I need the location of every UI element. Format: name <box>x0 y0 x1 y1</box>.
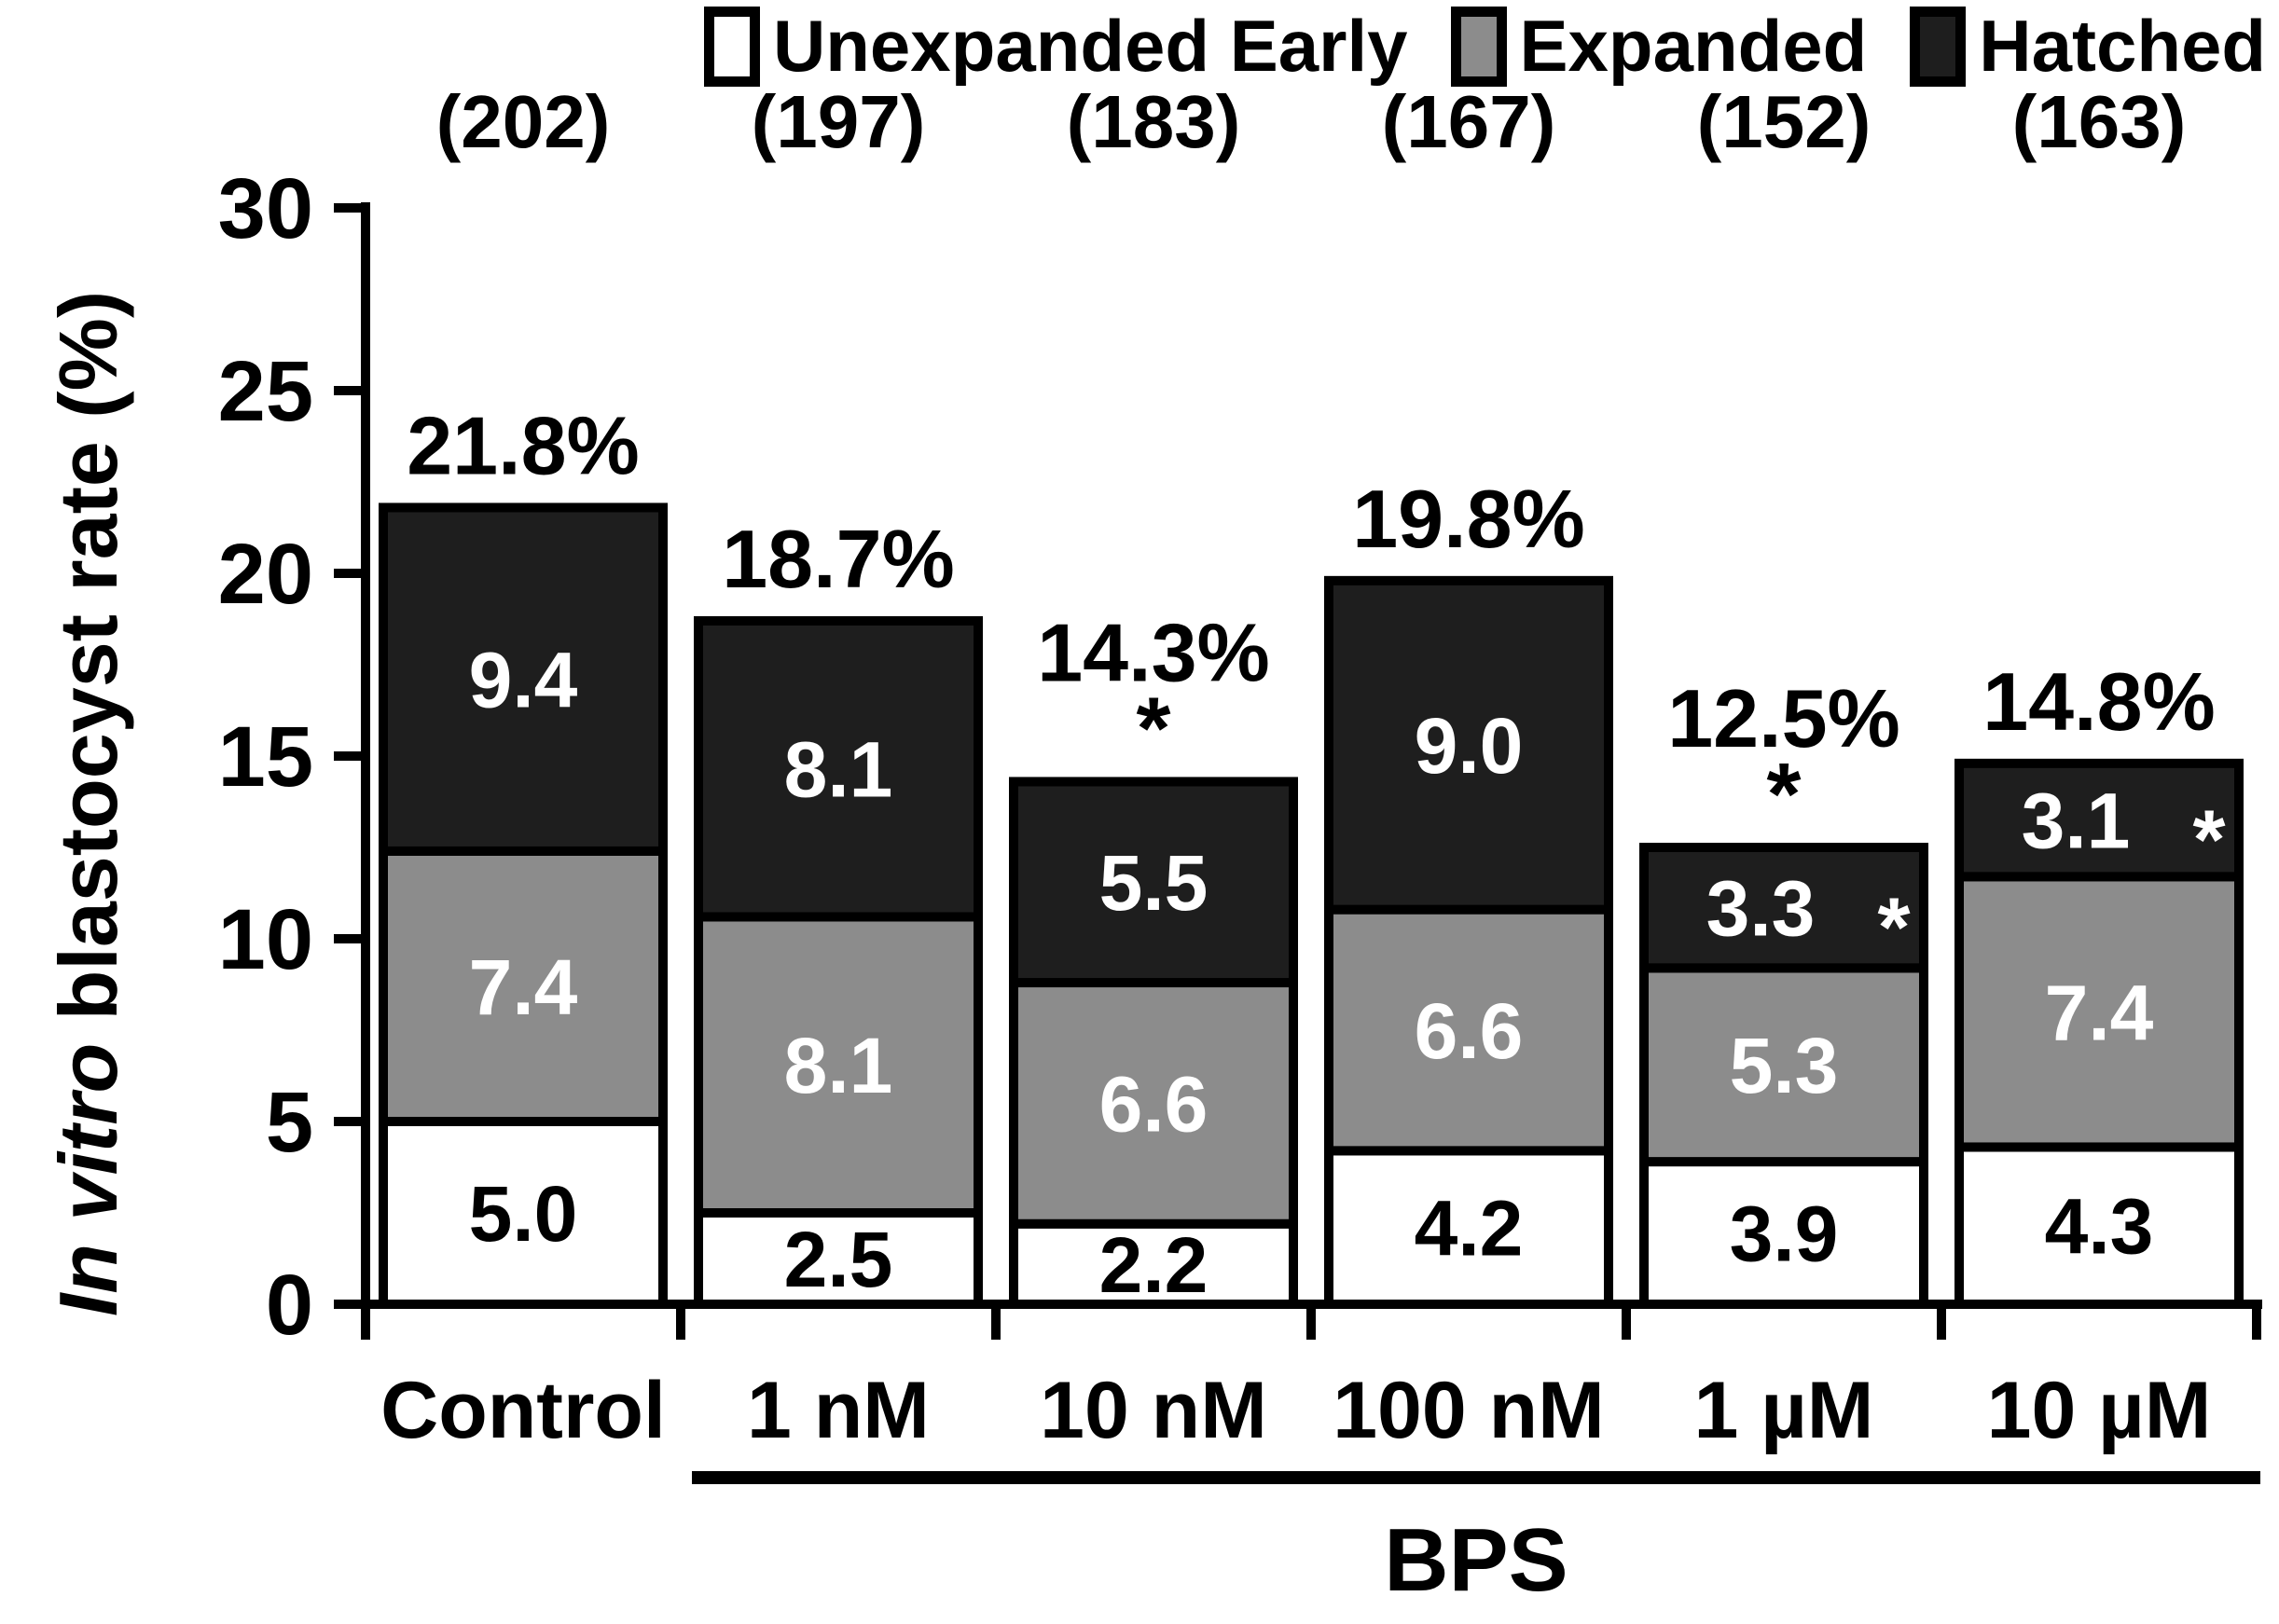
sample-size-label: (197) <box>752 80 926 163</box>
bar-segment-expanded <box>1009 978 1298 1229</box>
bar-segment-unexpanded-early <box>1954 1142 2244 1309</box>
y-tick-label: 5 <box>266 1075 313 1170</box>
segment-value-label: 3.1 <box>2022 778 2131 865</box>
segment-value-label: 5.5 <box>1099 839 1209 927</box>
segment-significance-asterisk: * <box>1877 882 1910 975</box>
bar-segment-hatched <box>1324 575 1613 915</box>
segment-value-label: 4.3 <box>2045 1183 2154 1271</box>
segment-significance-asterisk: * <box>2192 794 2225 888</box>
bar-segment-expanded <box>1954 872 2244 1152</box>
bar-segment-unexpanded-early <box>379 1117 668 1309</box>
segment-value-label: 8.1 <box>784 726 893 814</box>
bar-segment-unexpanded-early <box>694 1208 983 1309</box>
segment-value-label: 5.0 <box>469 1170 578 1258</box>
hatched-swatch-icon <box>1910 6 1967 87</box>
y-tick-label: 20 <box>218 527 313 622</box>
total-label: 14.8% <box>1982 655 2216 748</box>
y-tick-label: 30 <box>218 161 313 256</box>
bar-segment-hatched <box>1954 758 2244 882</box>
segment-value-label: 9.0 <box>1415 702 1524 790</box>
sample-size-label: (152) <box>1697 80 1872 163</box>
segment-value-label: 9.4 <box>469 637 578 724</box>
x-category-label: 1 µM <box>1694 1366 1874 1455</box>
total-significance-asterisk: * <box>1767 745 1802 844</box>
segment-value-label: 4.2 <box>1415 1185 1524 1273</box>
bar-segment-expanded <box>1639 963 1928 1167</box>
y-tick-label: 15 <box>218 709 313 805</box>
bar-segment-unexpanded-early <box>1324 1146 1613 1309</box>
segment-value-label: 6.6 <box>1415 987 1524 1075</box>
segment-value-label: 3.9 <box>1730 1190 1839 1278</box>
legend-item-hatched: Hatched <box>1910 4 2266 89</box>
segment-value-label: 2.5 <box>784 1216 893 1303</box>
legend-label-unexpanded-early: Unexpanded Early <box>772 5 1408 87</box>
y-tick-label: 0 <box>266 1258 313 1353</box>
unexpanded-early-swatch-icon <box>703 6 760 87</box>
segment-value-label: 6.6 <box>1099 1060 1209 1148</box>
segment-value-label: 7.4 <box>469 943 578 1031</box>
bar-segment-unexpanded-early <box>1639 1157 1928 1309</box>
x-group-label: BPS <box>1384 1510 1568 1610</box>
y-tick-label: 25 <box>218 344 313 439</box>
legend-item-unexpanded-early: Unexpanded Early <box>703 4 1408 89</box>
bar-segment-hatched <box>694 615 983 922</box>
segment-value-label: 2.2 <box>1099 1221 1209 1309</box>
total-label: 18.7% <box>722 513 955 605</box>
x-category-label: Control <box>380 1366 666 1455</box>
sample-size-label: (183) <box>1067 80 1241 163</box>
total-label: 14.3% <box>1037 606 1270 698</box>
expanded-swatch-icon <box>1450 6 1507 87</box>
sample-size-label: (202) <box>436 80 611 163</box>
bar-segment-hatched <box>379 502 668 856</box>
sample-size-label: (167) <box>1382 80 1556 163</box>
legend-label-hatched: Hatched <box>1979 5 2266 87</box>
bar-segment-hatched <box>1639 843 1928 973</box>
total-significance-asterisk: * <box>1137 679 1171 778</box>
y-tick-label: 10 <box>218 892 313 987</box>
x-category-label: 10 µM <box>1987 1366 2212 1455</box>
total-label: 19.8% <box>1352 473 1585 565</box>
total-label: 12.5% <box>1667 672 1900 764</box>
legend: Unexpanded Early Expanded Hatched <box>0 4 2266 89</box>
x-category-label: 100 nM <box>1333 1366 1605 1455</box>
x-category-label: 1 nM <box>747 1366 930 1455</box>
bar-segment-expanded <box>694 912 983 1218</box>
legend-label-expanded: Expanded <box>1519 5 1868 87</box>
x-category-label: 10 nM <box>1040 1366 1267 1455</box>
bar-segment-expanded <box>379 846 668 1126</box>
sample-size-label: (163) <box>2012 80 2187 163</box>
bar-segment-hatched <box>1009 777 1298 988</box>
bar-segment-unexpanded-early <box>1009 1218 1298 1310</box>
segment-value-label: 5.3 <box>1730 1022 1839 1109</box>
segment-value-label: 7.4 <box>2045 969 2154 1056</box>
segment-value-label: 3.3 <box>1706 865 1816 953</box>
segment-value-label: 8.1 <box>784 1022 893 1109</box>
legend-item-expanded: Expanded <box>1450 4 1868 89</box>
total-label: 21.8% <box>407 399 640 491</box>
